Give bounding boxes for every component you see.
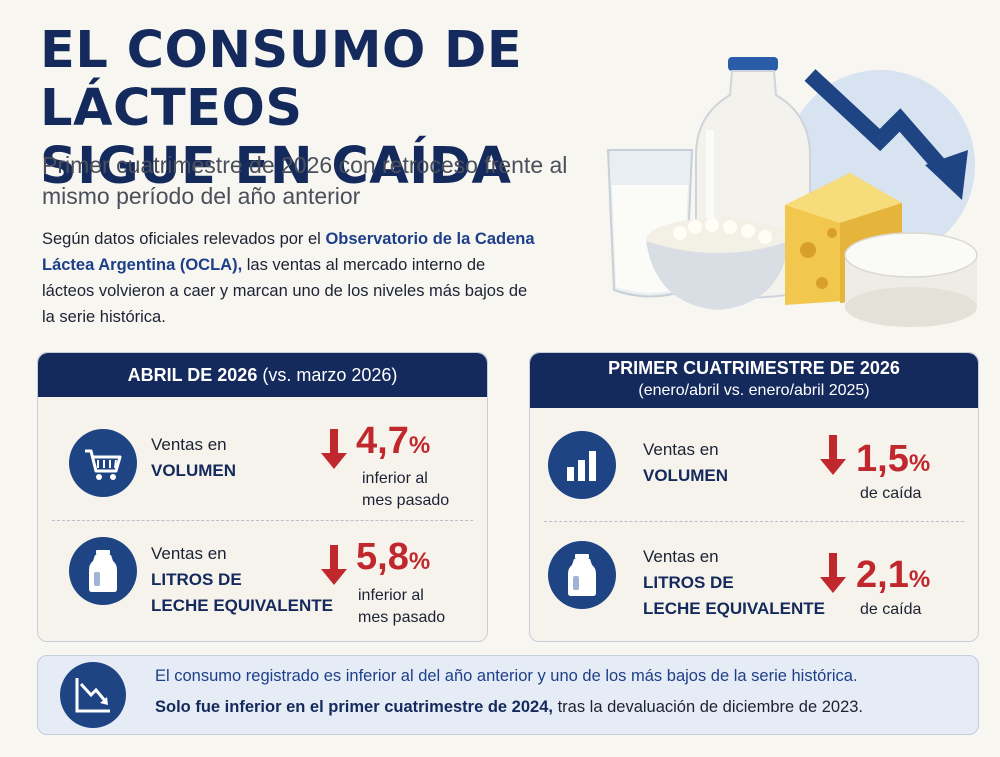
april-volume-value: 4,7% (356, 421, 430, 466)
label-metric: LECHE EQUIVALENTE (151, 596, 333, 615)
value-unit: % (908, 450, 931, 477)
footer-line-2: Solo fue inferior en el primer cuatrimes… (155, 698, 863, 717)
intro-text-start: Según datos oficiales relevados por el (42, 230, 326, 248)
label-metric: LITROS DE (151, 570, 242, 589)
shopping-cart-icon (69, 429, 137, 497)
april-volume-label: Ventas en VOLUMEN (151, 432, 236, 484)
label-metric: LECHE EQUIVALENTE (643, 599, 825, 618)
title-line-1: EL CONSUMO DE LÁCTEOS (40, 21, 523, 138)
label-metric: VOLUMEN (643, 466, 728, 485)
footer-callout: El consumo registrado es inferior al del… (37, 655, 979, 735)
bar-chart-icon (548, 431, 616, 499)
footer-rest: tras la devaluación de diciembre de 2023… (552, 698, 864, 716)
label-line: Ventas en (151, 435, 227, 454)
label-line: Ventas en (643, 547, 719, 566)
footer-line-1: El consumo registrado es inferior al del… (155, 667, 858, 685)
title-line-2: SIGUE EN CAÍDA (40, 137, 512, 196)
april-liters-label: Ventas en LITROS DE LECHE EQUIVALENTE (151, 541, 333, 619)
label-line: Ventas en (151, 544, 227, 563)
note-line: inferior al (358, 587, 424, 604)
april-liters-note: inferior al mes pasado (358, 585, 445, 629)
row-divider (52, 520, 473, 521)
april-panel-heading: ABRIL DE 2026 (127, 365, 258, 385)
quarter-liters-value: 2,1% (856, 555, 930, 600)
intro-source-highlight: Observatorio de la Cadena Láctea Argenti… (42, 230, 535, 274)
april-panel-header: ABRIL DE 2026 (vs. marzo 2026) (38, 353, 487, 397)
quarter-panel-header: PRIMER CUATRIMESTRE DE 2026 (enero/abril… (530, 353, 978, 408)
april-panel-comparison: (vs. marzo 2026) (257, 365, 398, 385)
april-liters-value: 5,8% (356, 537, 430, 582)
intro-paragraph: Según datos oficiales relevados por el O… (42, 226, 542, 330)
quarter-panel-comparison: (enero/abril vs. enero/abril 2025) (638, 382, 870, 399)
decline-arrow-image (804, 69, 968, 200)
quarter-panel-heading: PRIMER CUATRIMESTRE DE 2026 (608, 358, 900, 378)
down-arrow-icon (820, 435, 846, 475)
trend-down-icon (60, 662, 126, 728)
note-line: de caída (860, 485, 922, 502)
intro-text-end: las ventas al mercado interno de lácteos… (42, 256, 528, 326)
down-arrow-icon (820, 553, 846, 593)
value-number: 1,5 (856, 438, 909, 480)
cottage-cheese-bowl-image (646, 218, 790, 310)
milk-jug-icon (548, 541, 616, 609)
note-line: de caída (860, 601, 922, 618)
april-2026-panel: ABRIL DE 2026 (vs. marzo 2026) Ventas en… (37, 352, 488, 642)
quarter-volume-label: Ventas en VOLUMEN (643, 437, 728, 489)
quarter-liters-note: de caída (860, 599, 921, 621)
value-number: 4,7 (356, 420, 409, 462)
quarter-volume-note: de caída (860, 483, 921, 505)
value-unit: % (408, 548, 431, 575)
first-quarter-2026-panel: PRIMER CUATRIMESTRE DE 2026 (enero/abril… (529, 352, 979, 642)
note-line: inferior al (362, 470, 428, 487)
value-unit: % (908, 566, 931, 593)
fresh-cheese-image (844, 232, 978, 327)
quarter-volume-value: 1,5% (856, 439, 930, 484)
dairy-products-illustration (600, 55, 990, 345)
down-arrow-icon (321, 545, 347, 585)
note-line: mes pasado (358, 609, 446, 626)
row-divider (544, 521, 964, 522)
quarter-liters-label: Ventas en LITROS DE LECHE EQUIVALENTE (643, 544, 825, 622)
value-unit: % (408, 432, 431, 459)
april-volume-note: inferior al mes pasado (362, 468, 449, 512)
label-line: Ventas en (643, 440, 719, 459)
page-title: EL CONSUMO DE LÁCTEOS SIGUE EN CAÍDA (40, 22, 730, 196)
footer-emphasis: Solo fue inferior en el primer cuatrimes… (155, 698, 553, 716)
label-metric: VOLUMEN (151, 461, 236, 480)
label-metric: LITROS DE (643, 573, 734, 592)
milk-jug-icon (69, 537, 137, 605)
note-line: mes pasado (362, 492, 450, 509)
down-arrow-icon (321, 429, 347, 469)
subtitle: Primer cuatrimestre de 2026 con retroces… (42, 152, 568, 209)
value-number: 5,8 (356, 536, 409, 578)
value-number: 2,1 (856, 554, 909, 596)
